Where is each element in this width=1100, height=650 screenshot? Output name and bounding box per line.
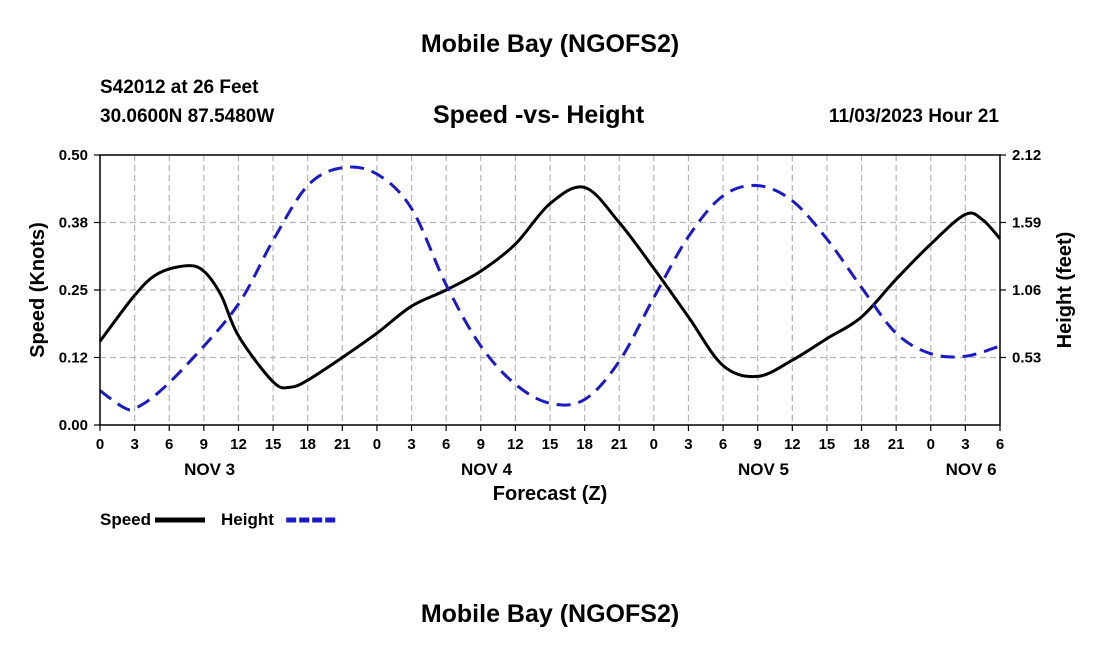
date-label: NOV 5	[738, 460, 789, 479]
x-tick-label: 6	[442, 436, 450, 453]
y2-tick-label: 1.59	[1012, 215, 1041, 232]
y-tick-label: 0.00	[59, 417, 88, 434]
coordinates-label: 30.0600N 87.5480W	[100, 106, 275, 127]
x-tick-label: 12	[507, 436, 524, 453]
speed-series-line	[98, 185, 1002, 390]
y-axis-label: Speed (Knots)	[27, 222, 49, 358]
x-tick-label: 15	[265, 436, 282, 453]
forecast-datetime: 11/03/2023 Hour 21	[828, 106, 999, 127]
repeated-chart-title: Mobile Bay (NGOFS2)	[420, 600, 680, 628]
x-tick-label: 18	[299, 436, 316, 453]
legend-label: Height	[221, 510, 274, 529]
x-tick-label: 6	[719, 436, 727, 453]
x-tick-label: 0	[373, 436, 381, 453]
y-tick-label: 0.38	[59, 215, 88, 232]
x-tick-label: 3	[684, 436, 692, 453]
x-tick-label: 18	[853, 436, 870, 453]
x-tick-label: 15	[819, 436, 836, 453]
x-tick-label: 18	[576, 436, 593, 453]
y2-tick-label: 0.53	[1012, 350, 1041, 367]
x-tick-label: 0	[927, 436, 935, 453]
x-tick-label: 12	[230, 436, 247, 453]
x-tick-label: 3	[130, 436, 138, 453]
legend: Speed Height	[100, 510, 337, 529]
y-tick-label: 0.12	[59, 350, 88, 367]
x-axis-label: Forecast (Z)	[493, 483, 607, 505]
x-tick-label: 9	[477, 436, 485, 453]
date-label: NOV 6	[946, 460, 997, 479]
x-tick-label: 3	[961, 436, 969, 453]
chart-series	[98, 165, 1002, 412]
x-tick-label: 15	[542, 436, 559, 453]
y2-axis-label: Height (feet)	[1054, 232, 1076, 349]
x-tick-label: 0	[650, 436, 658, 453]
y2-tick-label: 2.12	[1012, 147, 1041, 164]
grid-lines	[100, 155, 1000, 425]
x-tick-label: 3	[407, 436, 415, 453]
height-series-line	[99, 165, 1001, 412]
x-tick-label: 21	[888, 436, 905, 453]
y-tick-label: 0.25	[59, 282, 88, 299]
x-tick-label: 12	[784, 436, 801, 453]
x-tick-label: 6	[996, 436, 1004, 453]
y2-tick-label: 1.06	[1012, 282, 1041, 299]
chart-title: Mobile Bay (NGOFS2)	[420, 30, 680, 58]
x-tick-label: 9	[200, 436, 208, 453]
x-tick-label: 21	[334, 436, 351, 453]
legend-label: Speed	[100, 510, 151, 529]
x-tick-label: 9	[754, 436, 762, 453]
date-label: NOV 3	[184, 460, 235, 479]
chart-subtitle: Speed -vs- Height	[433, 101, 645, 129]
y-tick-label: 0.50	[59, 147, 88, 164]
chart-axes: 0 3 6 9 12 15 18 21 0 3 6 9 12 15 18 21 0 3 6 9 12 15 18 21 0 3 6N…	[59, 147, 1041, 479]
date-label: NOV 4	[461, 460, 513, 479]
x-tick-label: 21	[611, 436, 628, 453]
x-tick-label: 6	[165, 436, 173, 453]
x-tick-label: 0	[96, 436, 104, 453]
station-label: S42012 at 26 Feet	[100, 77, 259, 98]
